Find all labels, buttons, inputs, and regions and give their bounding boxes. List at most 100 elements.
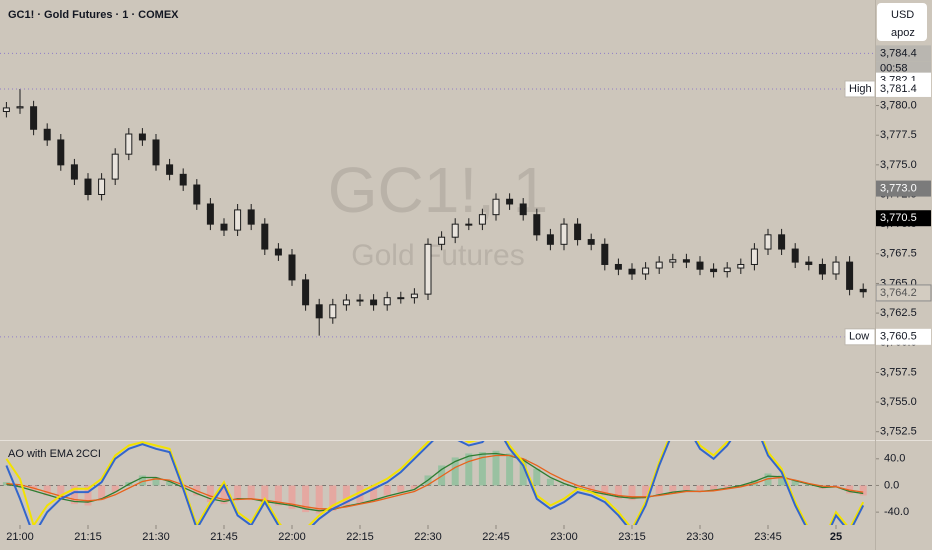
x-tick-label: 25	[830, 531, 842, 543]
candle-body	[710, 268, 718, 273]
price-badge-label: 3,770.5	[880, 212, 917, 224]
histogram-bar	[397, 485, 405, 493]
candle-body	[846, 261, 854, 290]
candle-body	[342, 299, 350, 306]
candle-body	[546, 234, 554, 245]
histogram-bar	[315, 485, 323, 514]
candle-body	[30, 106, 38, 130]
histogram-bar	[138, 475, 146, 486]
y-tick-label: 3,777.5	[880, 129, 917, 141]
histogram-bar	[533, 468, 541, 486]
histogram-bar	[329, 485, 337, 511]
candle-body	[655, 261, 663, 269]
candle-body	[98, 178, 106, 196]
currency-box[interactable]	[877, 3, 927, 41]
candle-body	[451, 223, 459, 238]
candle-body	[614, 263, 622, 270]
candle-body	[179, 173, 187, 186]
histogram-bar	[655, 485, 663, 496]
candle-body	[315, 304, 323, 319]
x-tick-label: 23:15	[618, 531, 646, 543]
candle-body	[519, 203, 527, 216]
user[interactable]: apoz	[891, 27, 915, 39]
y-tick-label: 3,767.5	[880, 248, 917, 260]
histogram-bar	[370, 485, 378, 501]
histogram-bar	[614, 485, 622, 499]
candle-body	[574, 223, 582, 241]
candle-body	[560, 223, 568, 245]
candle-body	[492, 198, 500, 216]
histogram-bar	[723, 485, 731, 489]
y-tick-label: 0.0	[884, 479, 899, 491]
candle-body	[642, 267, 650, 275]
histogram-bar	[261, 485, 269, 505]
candle-body	[84, 178, 92, 196]
histogram-bar	[669, 485, 677, 493]
histogram-bar	[152, 477, 160, 486]
candle-body	[723, 267, 731, 273]
candle-body	[166, 164, 174, 175]
indicator-line	[6, 454, 864, 510]
candle-body	[43, 128, 51, 141]
candle-body	[465, 223, 473, 226]
candle-body	[682, 259, 690, 263]
histogram-bar	[206, 485, 214, 503]
currency[interactable]: USD	[891, 9, 914, 21]
histogram-bar	[778, 475, 786, 486]
price-badge	[876, 45, 931, 62]
candle-body	[397, 297, 405, 300]
histogram-bar	[710, 485, 718, 491]
indicator-line	[5, 441, 865, 525]
histogram-bar	[84, 485, 92, 506]
histogram-bar	[696, 485, 704, 493]
histogram-bar	[791, 480, 799, 486]
histogram-bar	[682, 485, 690, 491]
histogram-bar	[506, 453, 514, 486]
y-tick-label: 3,755.0	[880, 396, 917, 408]
candle-body	[302, 279, 310, 306]
price-badge	[876, 210, 931, 227]
candle-body	[669, 259, 677, 263]
x-tick-label: 22:30	[414, 531, 442, 543]
candle-body	[478, 214, 486, 225]
histogram-bar	[478, 452, 486, 486]
histogram-bar	[166, 482, 174, 486]
y-tick-label: 3,780.0	[880, 99, 917, 111]
histogram-bar	[574, 485, 582, 489]
candle-body	[288, 254, 296, 281]
x-tick-label: 23:45	[754, 531, 782, 543]
plot-layer: 3,752.53,755.03,757.53,760.03,762.53,765…	[0, 45, 932, 543]
candle-body	[859, 288, 867, 293]
price-tag: Low	[849, 331, 869, 343]
x-tick-label: 22:15	[346, 531, 374, 543]
candle-body	[832, 261, 840, 275]
candle-body	[125, 133, 133, 155]
x-tick-label: 22:45	[482, 531, 510, 543]
candle-body	[805, 261, 813, 265]
candle-body	[778, 234, 786, 250]
candle-body	[601, 243, 609, 265]
histogram-bar	[342, 485, 350, 507]
candle-body	[370, 299, 378, 306]
histogram-bar	[383, 485, 391, 496]
candle-body	[247, 209, 255, 225]
candle-body	[2, 107, 10, 112]
candle-body	[261, 223, 269, 250]
histogram-bar	[57, 485, 65, 501]
histogram-bar	[234, 485, 242, 499]
histogram-bar	[451, 457, 459, 486]
candle-body	[220, 223, 228, 231]
indicator	[0, 441, 875, 525]
histogram-bar	[410, 485, 418, 489]
candle-body	[234, 209, 242, 231]
candle-body	[206, 203, 214, 225]
histogram-bar	[98, 485, 106, 501]
price-badge-label: 3,764.2	[880, 287, 917, 299]
histogram-bar	[274, 485, 282, 506]
indicator-line	[5, 441, 865, 525]
candle-body	[750, 248, 758, 265]
histogram-bar	[111, 485, 119, 493]
x-tick-label: 22:00	[278, 531, 306, 543]
indicator-title: AO with EMA 2CCI	[8, 448, 101, 460]
countdown-box	[876, 61, 931, 76]
